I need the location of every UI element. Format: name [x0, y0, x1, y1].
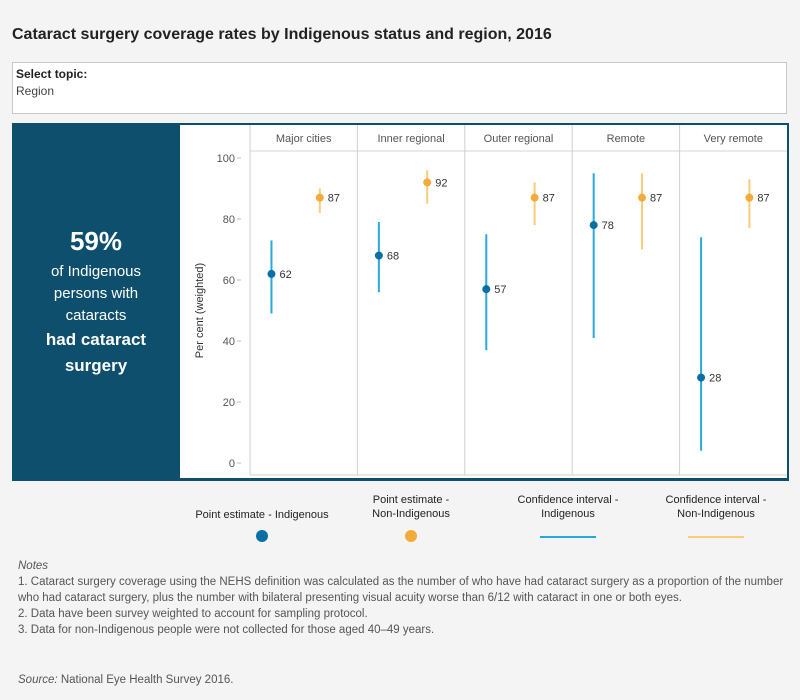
legend-item: Point estimate - Non-Indigenous	[331, 493, 491, 521]
source-text: National Eye Health Survey 2016.	[60, 674, 234, 686]
point-estimate	[267, 269, 276, 278]
point-estimate	[638, 193, 647, 202]
category-header: Remote	[607, 133, 646, 145]
category-header: Very remote	[704, 133, 763, 145]
point-estimate	[697, 373, 706, 382]
kpi-text-line: of Indigenous	[50, 263, 142, 280]
y-tick-label: 20	[223, 397, 235, 409]
y-tick-label: 0	[229, 458, 235, 470]
legend-item: Confidence interval - Non-Indigenous	[636, 493, 796, 521]
data-label: 62	[279, 269, 291, 281]
kpi-card: 59% of Indigenous persons with cataracts…	[12, 123, 180, 481]
point-estimate	[315, 193, 324, 202]
data-label: 78	[602, 220, 614, 232]
note-item: 2. Data have been survey weighted to acc…	[18, 608, 368, 620]
source: Source: National Eye Health Survey 2016.	[18, 674, 233, 686]
point-estimate	[530, 193, 539, 202]
data-label: 57	[494, 284, 506, 296]
note-item: 3. Data for non-Indigenous people were n…	[18, 624, 435, 636]
point-estimate	[745, 193, 754, 202]
legend-label: Point estimate - Indigenous	[195, 509, 329, 521]
legend-label: Non-Indigenous	[677, 508, 755, 520]
data-label: 28	[709, 373, 721, 385]
legend-item: Confidence interval - Indigenous	[488, 493, 648, 521]
chart-panel: 59% of Indigenous persons with cataracts…	[12, 123, 789, 481]
y-tick-label: 40	[223, 336, 235, 348]
data-label: 68	[387, 251, 399, 263]
kpi-bold-line: had cataract	[45, 330, 147, 349]
legend-label: Confidence interval -	[517, 494, 619, 506]
topic-label: Select topic:	[16, 67, 88, 81]
category-header: Outer regional	[484, 133, 554, 145]
data-label: 87	[650, 193, 662, 205]
source-label: Source:	[18, 674, 58, 686]
legend-label: Confidence interval -	[665, 494, 767, 506]
page-title: Cataract surgery coverage rates by Indig…	[12, 26, 552, 43]
point-estimate	[482, 285, 491, 294]
chart-area: Major cities Inner regional Outer regional…	[180, 125, 787, 478]
legend-line-icon	[688, 536, 744, 538]
legend-label: Indigenous	[541, 508, 595, 520]
kpi-text-line: cataracts	[65, 307, 127, 324]
legend-line-icon	[540, 536, 596, 538]
point-estimate	[423, 178, 432, 187]
category-header: Inner regional	[377, 133, 444, 145]
data-label: 87	[328, 193, 340, 205]
topic-selector[interactable]: Select topic: Region	[12, 62, 787, 114]
legend-label: Point estimate -	[372, 494, 450, 506]
data-label: 92	[435, 177, 447, 189]
note-item: 1. Cataract surgery coverage using the N…	[18, 576, 784, 604]
data-label: 87	[543, 193, 555, 205]
notes: Notes 1. Cataract surgery coverage using…	[18, 558, 788, 638]
legend-dot-icon	[256, 530, 268, 542]
kpi-text-line: persons with	[53, 285, 139, 302]
y-tick-label: 100	[217, 153, 235, 165]
kpi-value: 59%	[69, 226, 123, 256]
point-estimate	[589, 221, 598, 230]
coverage-chart: Major cities Inner regional Outer regional…	[194, 125, 787, 476]
notes-heading: Notes	[18, 560, 49, 572]
legend-label: Non-Indigenous	[372, 508, 450, 520]
legend-dot-icon	[405, 530, 417, 542]
data-label: 87	[757, 193, 769, 205]
kpi-bold-line: surgery	[64, 356, 128, 375]
y-axis-label: Per cent (weighted)	[194, 263, 206, 358]
legend-item: Point estimate - Indigenous	[182, 508, 342, 522]
y-tick-label: 80	[223, 214, 235, 226]
y-tick-label: 60	[223, 275, 235, 287]
point-estimate	[374, 251, 383, 260]
topic-value[interactable]: Region	[16, 84, 55, 98]
category-header: Major cities	[276, 133, 332, 145]
